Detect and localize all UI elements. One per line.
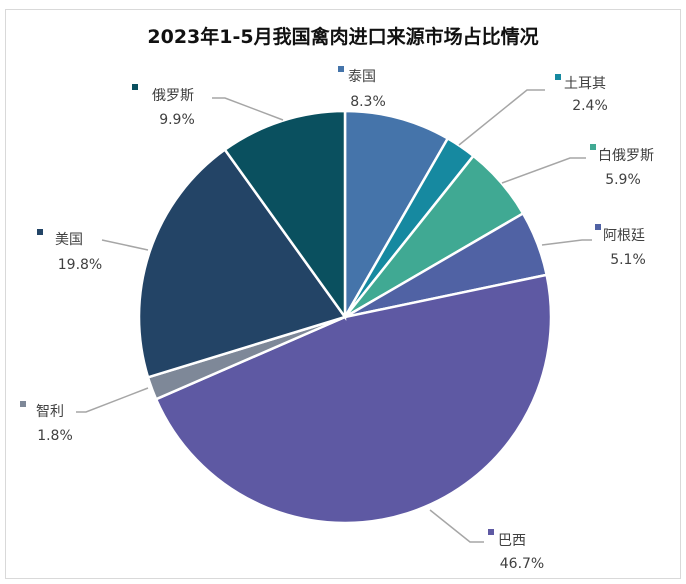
category-label-7: 俄罗斯 [152,88,194,104]
legend-marker-2 [590,144,596,150]
value-label-2: 5.9% [605,172,641,188]
legend-marker-1 [555,74,561,80]
leader-line-7 [212,97,284,121]
category-label-0: 泰国 [348,69,376,85]
value-label-7: 9.9% [159,112,195,128]
value-label-3: 5.1% [610,252,646,268]
category-label-4: 巴西 [498,533,526,549]
category-label-1: 土耳其 [564,76,606,92]
leader-line-1 [458,89,545,146]
legend-marker-0 [338,66,344,72]
chart-frame [5,9,681,579]
legend-marker-6 [37,229,43,235]
category-label-5: 智利 [36,404,64,420]
leader-line-5 [76,387,149,413]
pie-slice-6 [137,147,348,379]
category-label-3: 阿根廷 [603,228,645,244]
value-label-4: 46.7% [500,556,544,572]
leader-line-4 [429,509,484,543]
pie-slice-4 [154,273,553,525]
value-label-1: 2.4% [572,98,608,114]
value-label-5: 1.8% [37,428,73,444]
legend-marker-4 [488,529,494,535]
leader-line-6 [101,239,149,251]
legend-marker-5 [20,401,26,407]
category-label-2: 白俄罗斯 [598,148,654,164]
pie-slice-0 [343,109,450,322]
pie-slice-7 [223,109,347,321]
value-label-6: 19.8% [58,257,102,273]
legend-marker-3 [595,224,601,230]
leader-line-2 [501,157,586,184]
legend-marker-7 [132,84,138,90]
value-label-0: 8.3% [350,94,386,110]
chart-title: 2023年1-5月我国禽肉进口来源市场占比情况 [147,26,539,48]
leader-line-3 [541,239,592,246]
category-label-6: 美国 [55,232,83,248]
